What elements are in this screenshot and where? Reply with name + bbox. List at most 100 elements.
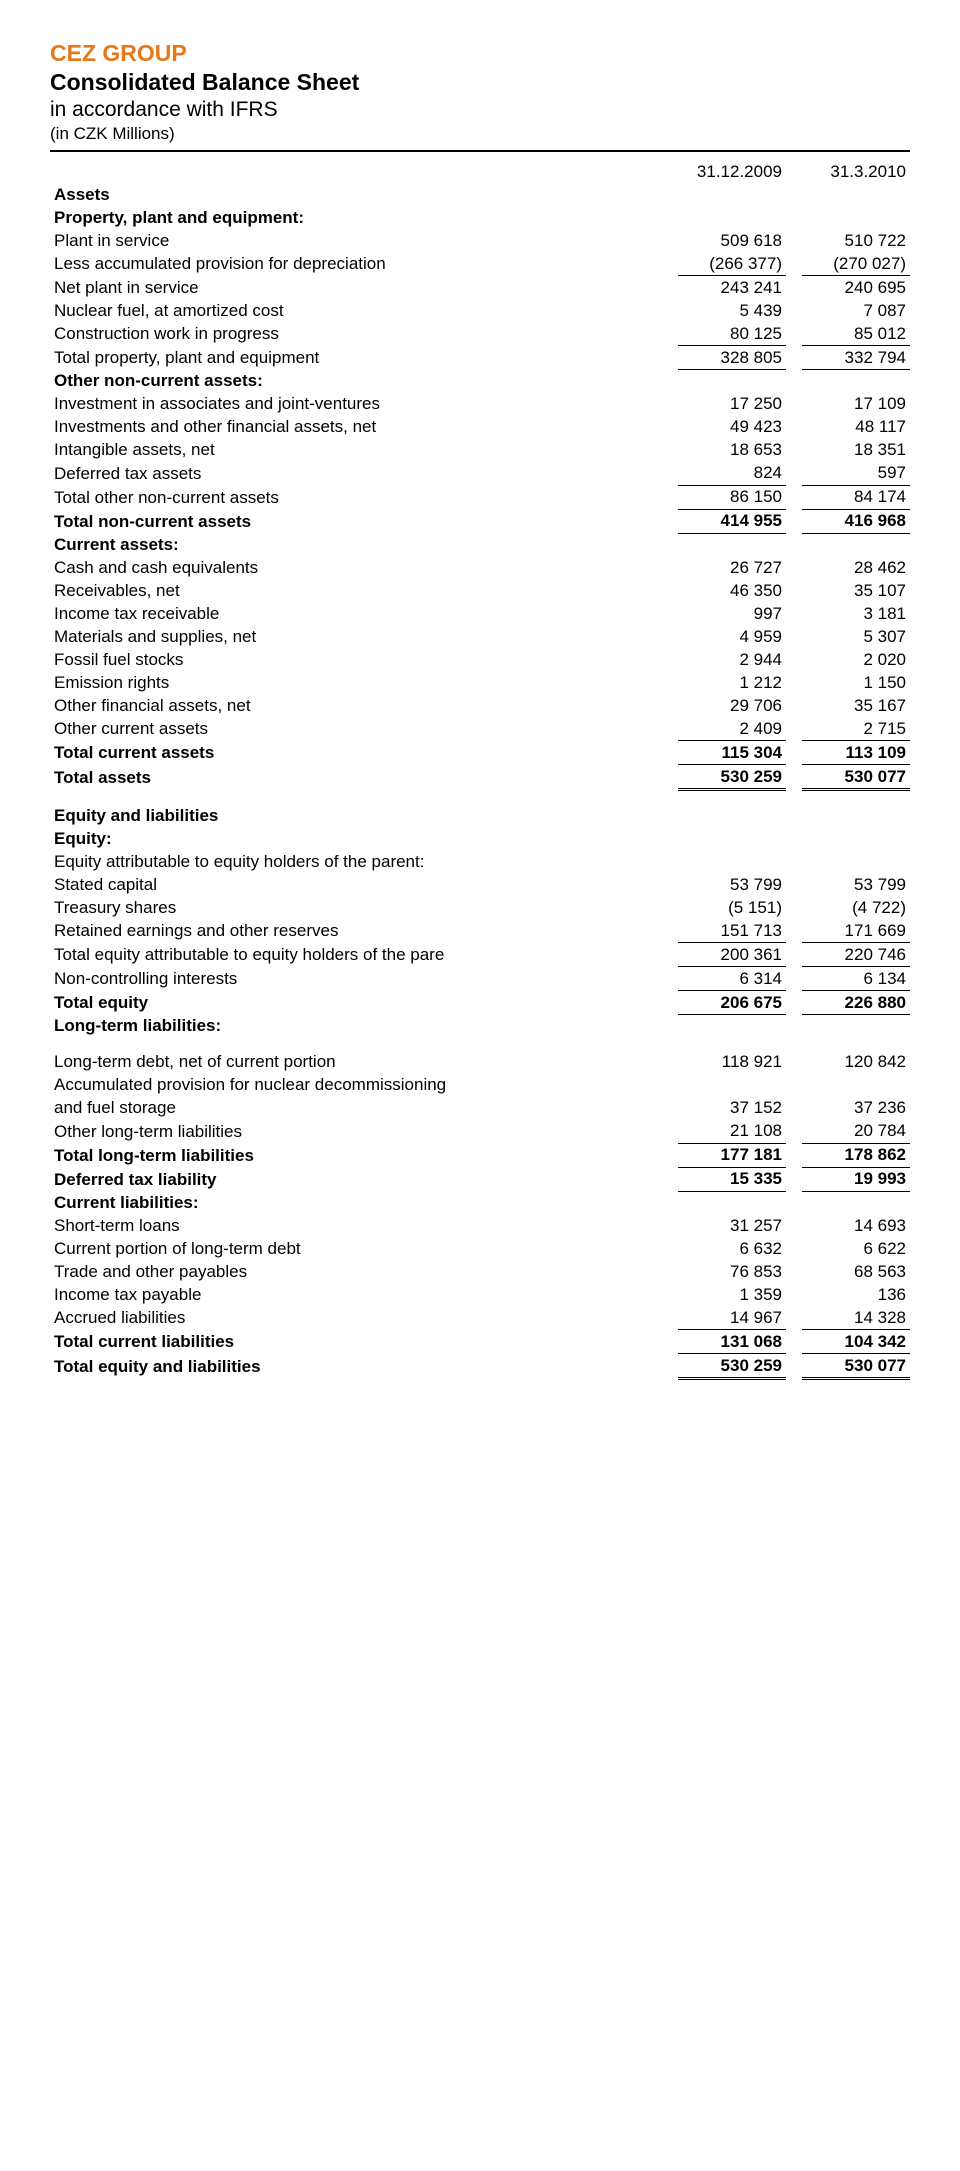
row-value: 136 bbox=[802, 1283, 910, 1306]
row-value: 80 125 bbox=[678, 322, 786, 346]
row-value: 86 150 bbox=[678, 485, 786, 509]
row-value: 21 108 bbox=[678, 1120, 786, 1144]
onca-heading: Other non-current assets: bbox=[50, 370, 678, 393]
balance-sheet-table: 31.12.2009 31.3.2010 Assets Property, pl… bbox=[50, 160, 910, 1380]
row-value: 29 706 bbox=[678, 694, 786, 717]
doc-subtitle-2: (in CZK Millions) bbox=[50, 124, 910, 144]
row-label: Deferred tax assets bbox=[50, 462, 678, 486]
total-onca-label: Total other non-current assets bbox=[50, 485, 678, 509]
row-value: (5 151) bbox=[678, 896, 786, 919]
row-value: 206 675 bbox=[678, 991, 786, 1015]
row-value: 240 695 bbox=[802, 276, 910, 300]
row-value: (270 027) bbox=[802, 252, 910, 276]
row-value: 17 109 bbox=[802, 393, 910, 416]
row-value: 35 107 bbox=[802, 579, 910, 602]
row-label: Other long-term liabilities bbox=[50, 1120, 678, 1144]
cl-heading: Current liabilities: bbox=[50, 1191, 678, 1214]
row-value: 597 bbox=[802, 462, 910, 486]
row-value: 151 713 bbox=[678, 919, 786, 943]
ppe-heading: Property, plant and equipment: bbox=[50, 206, 678, 229]
row-value: (4 722) bbox=[802, 896, 910, 919]
row-value: 2 409 bbox=[678, 717, 786, 741]
row-value: 18 653 bbox=[678, 439, 786, 462]
row-value: 6 314 bbox=[678, 967, 786, 991]
attrib-heading: Equity attributable to equity holders of… bbox=[50, 850, 678, 873]
row-value: 243 241 bbox=[678, 276, 786, 300]
total-ltl-label: Total long-term liabilities bbox=[50, 1143, 678, 1167]
dtl-label: Deferred tax liability bbox=[50, 1167, 678, 1191]
row-value: 530 077 bbox=[802, 765, 910, 790]
row-value: 20 784 bbox=[802, 1120, 910, 1144]
row-value: 31 257 bbox=[678, 1214, 786, 1237]
row-value: 113 109 bbox=[802, 741, 910, 765]
row-value: 26 727 bbox=[678, 556, 786, 579]
row-value: 37 152 bbox=[678, 1097, 786, 1120]
row-label: Short-term loans bbox=[50, 1214, 678, 1237]
row-label: Nuclear fuel, at amortized cost bbox=[50, 299, 678, 322]
ca-heading: Current assets: bbox=[50, 533, 678, 556]
row-label: Income tax receivable bbox=[50, 602, 678, 625]
row-label: Income tax payable bbox=[50, 1283, 678, 1306]
row-value: 220 746 bbox=[802, 943, 910, 967]
row-value: 14 328 bbox=[802, 1306, 910, 1330]
row-label: Less accumulated provision for depreciat… bbox=[50, 252, 678, 276]
row-label: Long-term debt, net of current portion bbox=[50, 1051, 678, 1074]
row-label: Cash and cash equivalents bbox=[50, 556, 678, 579]
row-value: 177 181 bbox=[678, 1143, 786, 1167]
row-label: Receivables, net bbox=[50, 579, 678, 602]
row-label: Intangible assets, net bbox=[50, 439, 678, 462]
row-value: 84 174 bbox=[802, 485, 910, 509]
row-value: 6 622 bbox=[802, 1237, 910, 1260]
row-label: Fossil fuel stocks bbox=[50, 648, 678, 671]
col-header-1: 31.12.2009 bbox=[678, 160, 786, 183]
row-label: Stated capital bbox=[50, 873, 678, 896]
eq-liab-heading: Equity and liabilities bbox=[50, 804, 678, 827]
row-label: Retained earnings and other reserves bbox=[50, 919, 678, 943]
row-label: Investments and other financial assets, … bbox=[50, 416, 678, 439]
row-value: 510 722 bbox=[802, 229, 910, 252]
row-value: 332 794 bbox=[802, 346, 910, 370]
row-value: 14 693 bbox=[802, 1214, 910, 1237]
row-value: 120 842 bbox=[802, 1051, 910, 1074]
row-value: 3 181 bbox=[802, 602, 910, 625]
row-value: 85 012 bbox=[802, 322, 910, 346]
total-cl-label: Total current liabilities bbox=[50, 1330, 678, 1354]
row-value: 200 361 bbox=[678, 943, 786, 967]
row-value: 1 212 bbox=[678, 671, 786, 694]
total-ca-label: Total current assets bbox=[50, 741, 678, 765]
row-value: 6 134 bbox=[802, 967, 910, 991]
row-value: 226 880 bbox=[802, 991, 910, 1015]
row-value: 6 632 bbox=[678, 1237, 786, 1260]
row-label: Materials and supplies, net bbox=[50, 625, 678, 648]
row-value: 2 944 bbox=[678, 648, 786, 671]
row-value: 824 bbox=[678, 462, 786, 486]
assets-heading: Assets bbox=[50, 183, 678, 206]
row-label: Accrued liabilities bbox=[50, 1306, 678, 1330]
row-value: 530 259 bbox=[678, 765, 786, 790]
row-value: 4 959 bbox=[678, 625, 786, 648]
total-attrib-label: Total equity attributable to equity hold… bbox=[50, 943, 678, 967]
total-assets-label: Total assets bbox=[50, 765, 678, 790]
row-value: 416 968 bbox=[802, 509, 910, 533]
row-value: 28 462 bbox=[802, 556, 910, 579]
row-value: 35 167 bbox=[802, 694, 910, 717]
row-value: 1 359 bbox=[678, 1283, 786, 1306]
row-value: 530 259 bbox=[678, 1354, 786, 1379]
row-value: 104 342 bbox=[802, 1330, 910, 1354]
row-label: Other financial assets, net bbox=[50, 694, 678, 717]
row-value: 118 921 bbox=[678, 1051, 786, 1074]
row-label: Plant in service bbox=[50, 229, 678, 252]
total-nca-label: Total non-current assets bbox=[50, 509, 678, 533]
row-value: 328 805 bbox=[678, 346, 786, 370]
row-label: Net plant in service bbox=[50, 276, 678, 300]
row-value: 68 563 bbox=[802, 1260, 910, 1283]
row-value: (266 377) bbox=[678, 252, 786, 276]
row-label: Other current assets bbox=[50, 717, 678, 741]
header-rule bbox=[50, 150, 910, 152]
row-value: 19 993 bbox=[802, 1167, 910, 1191]
row-label: Current portion of long-term debt bbox=[50, 1237, 678, 1260]
row-value: 15 335 bbox=[678, 1167, 786, 1191]
row-value: 14 967 bbox=[678, 1306, 786, 1330]
col-header-2: 31.3.2010 bbox=[802, 160, 910, 183]
row-value: 5 439 bbox=[678, 299, 786, 322]
